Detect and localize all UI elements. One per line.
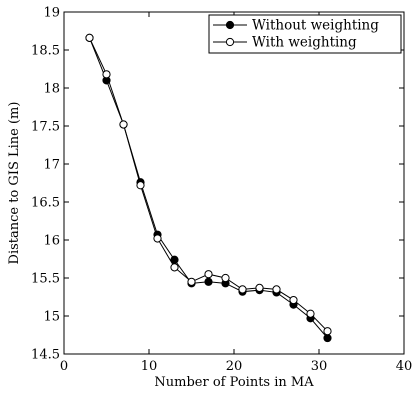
legend-marker-without-weighting xyxy=(225,20,235,30)
y-tick-label-1: 15 xyxy=(43,310,60,325)
point-with-weighting-14 xyxy=(323,327,332,336)
point-with-weighting-4 xyxy=(153,234,162,243)
point-without-weighting-7 xyxy=(204,277,213,286)
y-tick-label-3: 16 xyxy=(43,234,60,249)
point-with-weighting-12 xyxy=(289,295,298,305)
point-with-weighting-3 xyxy=(136,181,145,190)
y-tick-label-0: 14.5 xyxy=(31,348,60,363)
point-with-weighting-10 xyxy=(255,283,264,292)
point-with-weighting-6 xyxy=(187,277,196,286)
legend-box xyxy=(208,14,402,54)
y-tick-label-4: 16.5 xyxy=(31,196,60,211)
series-line-without-weighting xyxy=(89,37,328,339)
point-with-weighting-1 xyxy=(102,70,111,79)
y-tick-label-7: 18 xyxy=(43,82,60,97)
plot-frame xyxy=(63,11,405,355)
legend-marker-with-weighting xyxy=(225,37,235,47)
point-with-weighting-9 xyxy=(238,285,247,294)
point-with-weighting-2 xyxy=(119,120,128,129)
x-tick-label-4: 40 xyxy=(396,359,412,374)
point-with-weighting-7 xyxy=(204,270,213,279)
point-with-weighting-11 xyxy=(272,285,281,294)
x-axis-title: Number of Points in MA xyxy=(154,375,314,390)
tick-labels-group: 0 10 20 30 40 14.5 15 15.5 16 16.5 17 17.5 18 18.5 19 xyxy=(31,6,412,375)
y-tick-label-5: 17 xyxy=(43,158,60,173)
x-tick-label-1: 10 xyxy=(141,359,158,374)
point-with-weighting-0 xyxy=(85,33,94,42)
legend-label-without-weighting: Without weighting xyxy=(252,18,379,34)
y-tick-label-9: 19 xyxy=(43,6,60,21)
y-tick-label-6: 17.5 xyxy=(31,120,60,135)
y-tick-label-2: 15.5 xyxy=(31,272,60,287)
point-without-weighting-5 xyxy=(170,255,179,264)
point-without-weighting-14 xyxy=(323,333,332,343)
x-tick-label-3: 30 xyxy=(311,359,328,374)
y-axis-title: Distance to GIS Line (m) xyxy=(7,102,22,265)
point-with-weighting-8 xyxy=(221,273,230,283)
x-tick-label-0: 0 xyxy=(60,359,68,374)
legend-label-with-weighting: With weighting xyxy=(252,35,357,51)
point-with-weighting-5 xyxy=(170,263,179,272)
ticks-group xyxy=(63,11,405,355)
y-tick-label-8: 18.5 xyxy=(31,44,60,59)
x-tick-label-2: 20 xyxy=(226,359,243,374)
series-line-with-weighting xyxy=(89,37,328,332)
legend: Without weighting With weighting xyxy=(208,14,402,54)
series-group xyxy=(85,33,332,343)
point-with-weighting-13 xyxy=(306,309,315,318)
